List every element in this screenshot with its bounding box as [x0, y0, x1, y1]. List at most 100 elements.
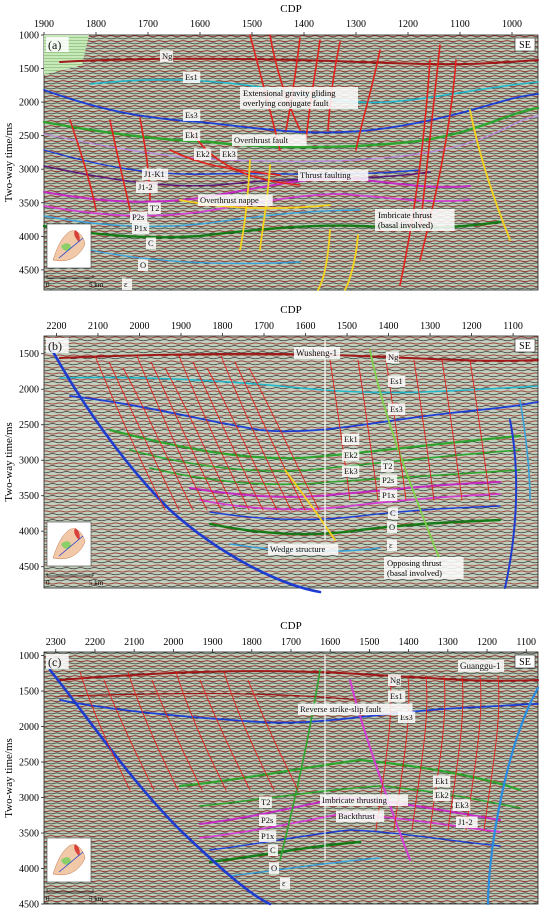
horizon-p2s — [199, 493, 501, 511]
yellow-fault-2 — [469, 109, 511, 241]
horizon-label-text: Es1 — [390, 691, 403, 701]
red-fault-8 — [419, 59, 457, 261]
well-label-text: Wusheng-1 — [296, 348, 337, 358]
cdp-tick-label: 2000 — [129, 321, 149, 332]
red-fault-r2 — [385, 359, 407, 501]
annotation-text: Overthrust fault — [234, 135, 289, 145]
red-fault-r6 — [483, 675, 500, 831]
horizon-label-text: Ek3 — [455, 800, 469, 810]
red-fault-r4 — [447, 675, 464, 831]
horizon-label-text: C — [148, 238, 154, 248]
horizon-label: Es1 — [388, 375, 406, 387]
cdp-tick-label: 1400 — [399, 637, 419, 648]
interpretation-overlay — [50, 339, 539, 594]
red-fault-6 — [178, 355, 250, 511]
annotation-text: Extensional gravity gliding — [243, 88, 336, 98]
location-inset-map — [46, 223, 92, 269]
cdp-tick-label: 1900 — [203, 637, 223, 648]
red-fault-9 — [69, 119, 97, 211]
green-zone — [61, 243, 71, 251]
red-fault-7 — [399, 59, 431, 286]
red-fault-13 — [169, 149, 281, 176]
cdp-tick-label: 2100 — [124, 637, 144, 648]
red-fault-6 — [223, 671, 275, 791]
horizon-label: J1-2 — [136, 181, 158, 193]
horizon-j — [43, 165, 431, 187]
horizon-ek2 — [43, 115, 539, 163]
horizon-label-text: Ng — [390, 675, 401, 685]
horizon-label-text: Es1 — [185, 72, 198, 82]
cdp-axis-title: CDP — [280, 304, 301, 316]
horizon-label-text: Ek2 — [435, 790, 449, 800]
red-fault-r4 — [441, 359, 463, 501]
cdp-tick-label: 1700 — [254, 321, 274, 332]
horizon-ek1 — [108, 428, 522, 460]
cdp-tick-label: 1300 — [420, 321, 440, 332]
horizon-t2 — [189, 481, 501, 498]
time-tick-label: 2500 — [19, 758, 39, 769]
horizon-p1x — [209, 505, 501, 521]
annotation: Thrust faulting — [298, 169, 369, 181]
panel-c: CDP 2300 2200 2100 2000 1900 1800 1700 1600 1500 1… — [3, 620, 540, 911]
panel-tag-text: (b) — [48, 339, 62, 353]
horizon-label: P2s — [130, 211, 148, 223]
cdp-tick-label: 1200 — [462, 321, 482, 332]
horizon-label-text: C — [270, 845, 276, 855]
cdp-tick-label: 1200 — [398, 19, 418, 30]
horizon-ek2 — [129, 449, 521, 472]
horizon-label: Es3 — [388, 403, 406, 415]
green-zone — [61, 541, 71, 549]
horizon-c — [208, 840, 362, 864]
horizon-label-text: Es3 — [400, 712, 413, 722]
red-fault-0 — [79, 671, 131, 791]
horizon-label: Ng — [160, 50, 173, 62]
cyan-fault-right — [519, 399, 531, 501]
magenta-fault — [349, 679, 411, 861]
horizon-label-text: J1-2 — [458, 817, 473, 827]
horizon-label: P2s — [380, 474, 398, 486]
horizon-label-text: Es3 — [185, 110, 198, 120]
annotation-text: (basal involved) — [378, 220, 433, 230]
cdp-tick-label: 1600 — [190, 19, 210, 30]
cdp-tick-label: 1100 — [450, 19, 470, 30]
cdp-axis-title: CDP — [280, 3, 301, 15]
annotation: Overthrust nappe — [198, 194, 273, 206]
horizon-ng2 — [59, 692, 361, 701]
red-fault-r1 — [393, 675, 410, 831]
annotation: Imbricate thrusting — [320, 794, 408, 806]
time-tick-label: 1500 — [19, 349, 39, 360]
horizon-label-text: O — [389, 522, 395, 532]
horizon-ng — [59, 57, 539, 66]
horizon-label: C — [388, 507, 398, 519]
time-tick-label: 3000 — [19, 456, 39, 467]
time-tick-label: 3000 — [19, 165, 39, 176]
horizon-label-text: P2s — [261, 815, 273, 825]
time-tick-label: 1000 — [19, 31, 39, 42]
well-label-text: Guanggu-1 — [460, 661, 501, 671]
cdp-tick-label: 1800 — [242, 637, 262, 648]
section-line — [58, 237, 84, 259]
red-fault-r3 — [413, 359, 435, 501]
annotation-text: Imbricate thrust — [378, 210, 433, 220]
time-tick-label: 2000 — [19, 98, 39, 109]
horizon-label-text: T2 — [383, 461, 392, 471]
scale-label: 5 km — [89, 895, 104, 903]
horizon-label: Es3 — [398, 711, 416, 723]
cdp-tick-label: 2200 — [85, 637, 105, 648]
horizon-es3 — [43, 89, 539, 134]
red-fault-4 — [150, 361, 222, 511]
annotation-text: Imbricate thrusting — [322, 795, 388, 805]
direction-label: SE — [519, 657, 531, 668]
annotation-text: Reverse strike-slip fault — [300, 704, 382, 714]
annotation: Reverse strike-slip fault — [298, 703, 413, 715]
red-fault-10 — [109, 119, 131, 211]
red-fault-11 — [139, 117, 151, 201]
red-fault-2 — [285, 37, 301, 131]
horizon-label: Ek2 — [433, 789, 451, 801]
annotation: Opposing thrust(basal involved) — [384, 557, 464, 579]
time-axis-title: Two-way time/ms — [3, 422, 15, 502]
horizon-p1x — [43, 209, 361, 228]
